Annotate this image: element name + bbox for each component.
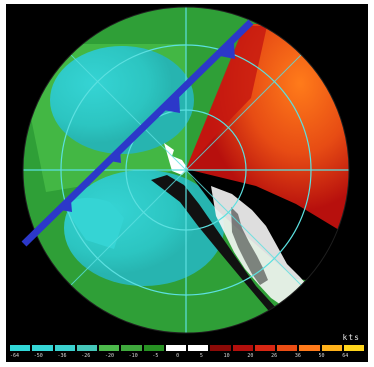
scale-swatch-2 xyxy=(32,345,53,351)
clutter-center xyxy=(164,143,188,175)
radar-display: -64 -50 -36 -26 -20 -10 -5 0 5 10 20 26 … xyxy=(6,4,368,362)
scale-tick-label: 5 xyxy=(199,353,203,359)
scale-tick-label: 50 xyxy=(318,353,325,359)
range-axis-diagonal-b xyxy=(69,53,303,287)
scale-swatch-5 xyxy=(99,345,120,351)
cyan-upper-region xyxy=(50,46,194,154)
velocity-units-label: kts xyxy=(342,333,360,342)
radar-edge xyxy=(22,6,350,334)
scale-tick-label: 20 xyxy=(247,353,254,359)
velocity-scale-labels: -64 -50 -36 -26 -20 -10 -5 0 5 10 20 26 … xyxy=(10,352,364,361)
scale-swatch-7 xyxy=(143,345,164,351)
cyan-lower-edge xyxy=(63,197,124,249)
dark-streak xyxy=(151,175,278,310)
scale-swatch-8 xyxy=(165,345,186,351)
scale-tick-label: 64 xyxy=(342,353,349,359)
scale-tick-label: -64 xyxy=(10,353,20,359)
scale-swatch-12 xyxy=(254,345,275,351)
doppler-radar-image xyxy=(21,6,350,334)
scale-tick-label: -26 xyxy=(81,353,91,359)
scale-swatch-6 xyxy=(121,345,142,351)
clutter-gap xyxy=(231,207,268,285)
scale-tick-label: -36 xyxy=(57,353,67,359)
red-dark-band xyxy=(186,26,267,169)
scale-swatch-1 xyxy=(10,345,31,351)
scale-swatch-10 xyxy=(210,345,231,351)
scale-swatch-14 xyxy=(299,345,320,351)
scale-tick-label: -10 xyxy=(128,353,138,359)
scale-tick-label: 26 xyxy=(271,353,278,359)
front-marker xyxy=(21,19,254,247)
scale-swatch-16 xyxy=(343,345,364,351)
scale-tick-label: -5 xyxy=(152,353,159,359)
scale-tick-label: 36 xyxy=(294,353,301,359)
velocity-color-scale xyxy=(10,345,364,351)
scale-tick-label: 0 xyxy=(176,353,180,359)
scale-tick-label: -50 xyxy=(33,353,43,359)
scale-swatch-3 xyxy=(54,345,75,351)
scale-swatch-15 xyxy=(321,345,342,351)
scale-swatch-9 xyxy=(188,345,209,351)
scale-swatch-11 xyxy=(232,345,253,351)
clutter-streak xyxy=(211,186,309,307)
scale-tick-label: -20 xyxy=(104,353,114,359)
scale-swatch-13 xyxy=(277,345,298,351)
scale-tick-label: 10 xyxy=(223,353,230,359)
scale-swatch-4 xyxy=(76,345,97,351)
